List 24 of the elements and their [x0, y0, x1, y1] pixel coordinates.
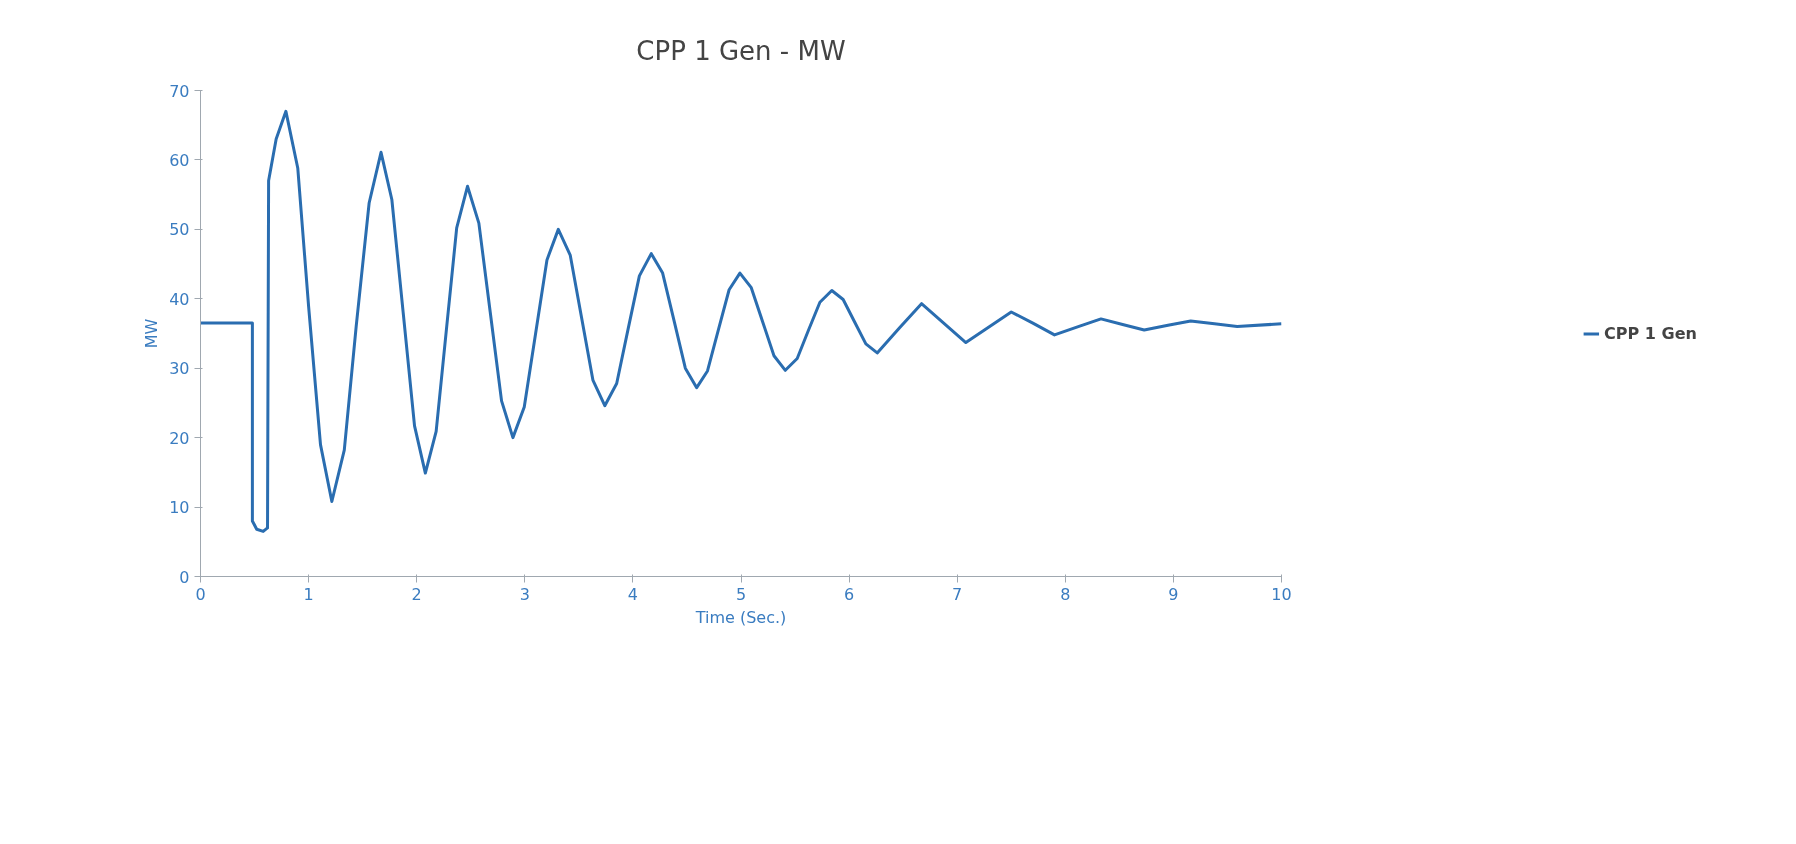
line-series: [200, 109, 1282, 533]
x-tick-label: 4: [627, 584, 638, 604]
y-axis-title: MW: [142, 318, 162, 349]
y-tick-label: 50: [169, 220, 190, 240]
y-tick-label: 30: [169, 359, 190, 379]
x-tick-label: 7: [952, 584, 963, 604]
y-tick-label: 20: [169, 428, 190, 448]
x-tick-label: 0: [195, 584, 206, 604]
x-tick-label: 1: [303, 584, 314, 604]
y-tick-label: 40: [169, 289, 190, 309]
x-tick-label: 6: [844, 584, 855, 604]
legend-label: CPP 1 Gen: [1604, 323, 1697, 343]
y-tick-label: 10: [169, 498, 190, 518]
y-tick-label: 0: [179, 567, 190, 587]
x-tick-label: 10: [1271, 584, 1292, 604]
chart-title: CPP 1 Gen - MW: [636, 35, 846, 66]
y-tick-label: 70: [169, 81, 190, 101]
x-tick-label: 2: [411, 584, 422, 604]
x-tick-label: 8: [1060, 584, 1071, 604]
y-tick-label: 60: [169, 150, 190, 170]
x-axis-title: Time (Sec.): [694, 607, 787, 627]
x-tick-label: 5: [735, 584, 747, 604]
x-tick-label: 9: [1168, 584, 1179, 604]
x-tick-label: 3: [519, 584, 530, 604]
